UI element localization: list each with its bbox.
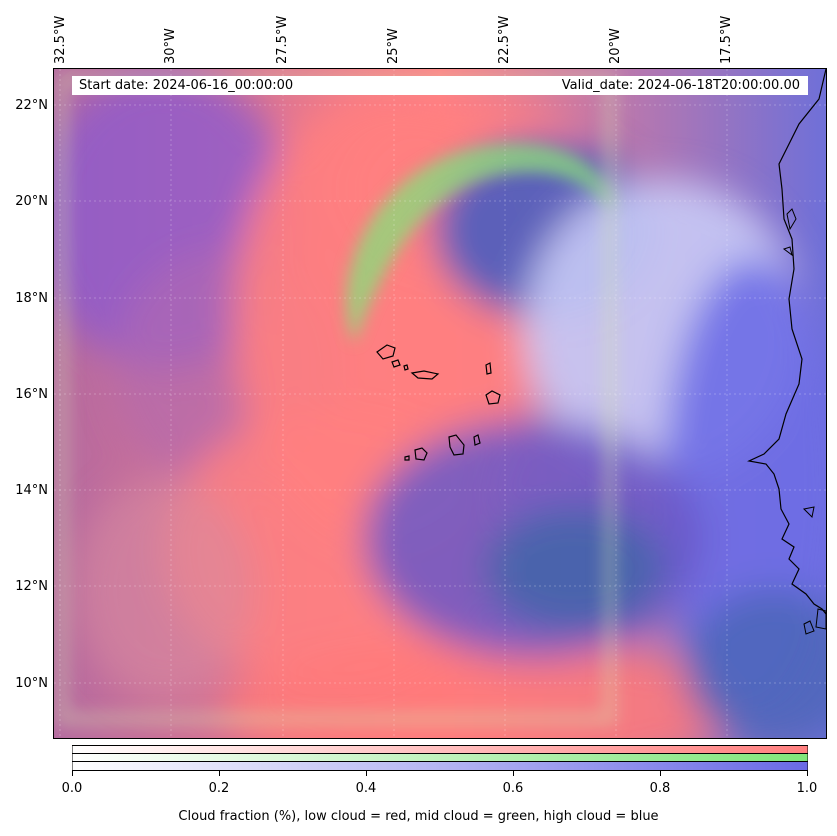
date-info-bar: Start date: 2024-06-16_00:00:00 Valid_da… [72, 76, 808, 95]
cape-verde-islands [376, 344, 501, 461]
colorbar-tick-0-4: 0.4 [355, 781, 377, 796]
lat-label-22n: 22°N [15, 98, 48, 113]
cloud-fraction-map [53, 68, 827, 739]
colorbar-low-cloud [72, 745, 808, 754]
lon-label-27-5w: 27.5°W [275, 15, 290, 64]
lat-label-12n: 12°N [15, 579, 48, 594]
lat-label-10n: 10°N [15, 676, 48, 691]
colorbar-tickmark [219, 771, 220, 776]
lon-label-17-5w: 17.5°W [719, 15, 734, 64]
colorbar-tickmark [660, 771, 661, 776]
lat-label-16n: 16°N [15, 387, 48, 402]
colorbar-title: Cloud fraction (%), low cloud = red, mid… [178, 809, 659, 824]
colorbar-tick-0-2: 0.2 [208, 781, 230, 796]
mid-cloud-arc [346, 143, 614, 344]
lon-label-22-5w: 22.5°W [497, 15, 512, 64]
graticule [54, 69, 826, 738]
colorbar-tickmark [366, 771, 367, 776]
colorbar-tickmark [513, 771, 514, 776]
lon-label-30w: 30°W [163, 28, 178, 64]
colorbar-tickmark [807, 771, 808, 776]
colorbar-tick-0: 0.0 [61, 781, 83, 796]
colorbar-high-cloud [72, 761, 808, 771]
lat-label-20n: 20°N [15, 194, 48, 209]
map-canvas [54, 69, 826, 738]
colorbar [72, 745, 808, 771]
colorbar-tick-0-8: 0.8 [649, 781, 671, 796]
colorbar-tickmark [72, 771, 73, 776]
lon-label-32-5w: 32.5°W [53, 15, 68, 64]
lat-label-18n: 18°N [15, 291, 48, 306]
colorbar-tick-0-6: 0.6 [502, 781, 524, 796]
lon-label-25w: 25°W [386, 28, 401, 64]
valid-date-label: Valid_date: 2024-06-18T20:00:00.00 [561, 78, 800, 93]
start-date-label: Start date: 2024-06-16_00:00:00 [79, 78, 294, 93]
lon-label-20w: 20°W [608, 28, 623, 64]
colorbar-tick-1: 1.0 [796, 781, 818, 796]
colorbar-mid-cloud [72, 753, 808, 762]
lat-label-14n: 14°N [15, 483, 48, 498]
coast-detail [782, 208, 826, 635]
africa-coastline [747, 69, 826, 615]
